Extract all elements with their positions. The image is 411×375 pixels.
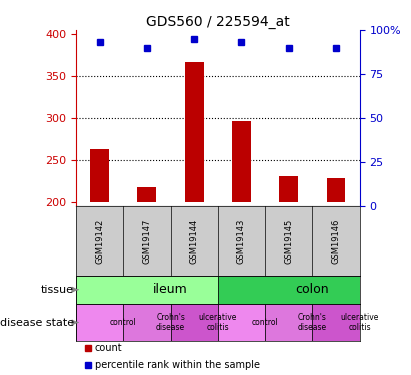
Text: GSM19147: GSM19147 (143, 218, 151, 264)
Text: count: count (95, 343, 122, 353)
Text: Crohn's
disease: Crohn's disease (298, 313, 327, 332)
Title: GDS560 / 225594_at: GDS560 / 225594_at (146, 15, 290, 29)
Bar (232, 121, 251, 202)
Bar (90, 149, 109, 202)
Text: GSM19143: GSM19143 (237, 218, 246, 264)
Bar (326, 178, 345, 202)
Bar (76, 304, 123, 341)
Text: GSM19144: GSM19144 (190, 218, 199, 264)
Bar (218, 276, 360, 304)
Text: control: control (252, 318, 279, 327)
Text: GSM19146: GSM19146 (332, 218, 340, 264)
Bar (279, 176, 298, 202)
Text: ulcerative
colitis: ulcerative colitis (199, 313, 237, 332)
Text: ulcerative
colitis: ulcerative colitis (340, 313, 379, 332)
Text: Crohn's
disease: Crohn's disease (156, 313, 185, 332)
Text: GSM19145: GSM19145 (284, 218, 293, 264)
Text: control: control (110, 318, 137, 327)
Bar (218, 304, 265, 341)
Text: colon: colon (296, 283, 329, 296)
Bar (123, 304, 171, 341)
Text: ileum: ileum (153, 283, 188, 296)
Bar (265, 304, 312, 341)
Bar (185, 62, 204, 202)
Bar (312, 304, 360, 341)
Bar (137, 187, 156, 202)
Text: GSM19142: GSM19142 (95, 218, 104, 264)
Text: percentile rank within the sample: percentile rank within the sample (95, 360, 259, 370)
Bar (171, 304, 218, 341)
Bar (76, 276, 218, 304)
Text: disease state: disease state (0, 318, 74, 327)
Text: tissue: tissue (41, 285, 74, 295)
